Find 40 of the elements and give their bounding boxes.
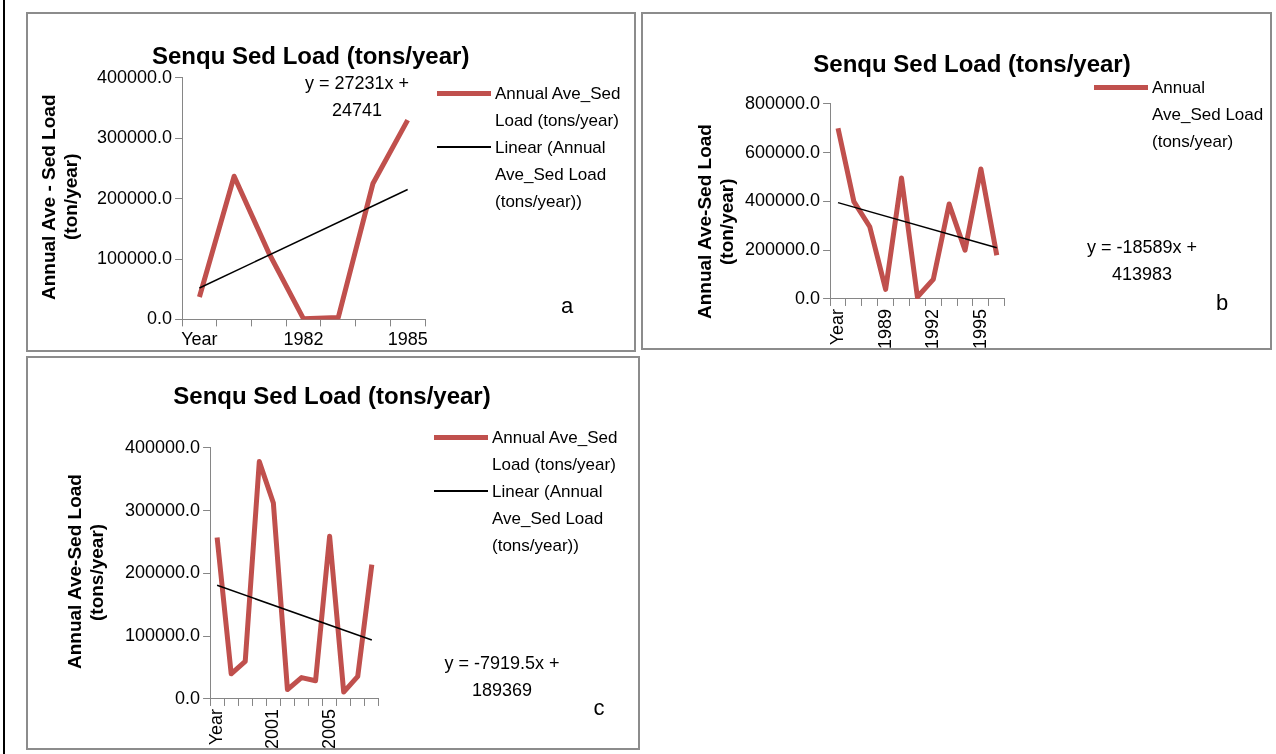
y-tick-label: 0.0 — [795, 287, 821, 308]
y-tick-label: 400000.0 — [125, 436, 201, 457]
y-axis-title: Annual Ave - Sed Load (ton/year) — [38, 93, 82, 302]
y-axis-title: Annual Ave-Sed Load (ton/year) — [694, 124, 737, 320]
x-tick-label: 1989 — [874, 308, 895, 349]
y-tick-label: 200000.0 — [745, 239, 821, 260]
y-tick-label: 300000.0 — [97, 127, 173, 148]
text: a — [559, 292, 575, 319]
text: y = -7919.5x + 189369 — [443, 652, 561, 702]
y-tick-label: 300000.0 — [125, 499, 201, 520]
text: b — [1214, 289, 1230, 316]
x-tick-label: Year — [826, 308, 847, 346]
x-tick-label: 1995 — [969, 308, 990, 349]
y-tick-label: 0.0 — [175, 687, 201, 708]
y-tick-label: 100000.0 — [125, 625, 201, 646]
legend-label: Annual Ave_Sed Load (tons/year) — [1152, 78, 1264, 151]
legend-label: Linear (Annual Ave_Sed Load (tons/year)) — [492, 482, 604, 555]
x-tick-label: Year — [206, 708, 227, 746]
legend-label: Annual Ave_Sed Load (tons/year) — [492, 428, 618, 474]
chart-title: Senqu Sed Load (tons/year) — [812, 50, 1132, 78]
x-tick-label: 2001 — [262, 708, 283, 749]
chart-title: Senqu Sed Load (tons/year) — [172, 382, 492, 410]
legend-label: Annual Ave_Sed Load (tons/year) — [495, 84, 621, 130]
x-tick-label: 1992 — [922, 308, 943, 349]
x-tick-label: 1985 — [387, 329, 428, 350]
y-tick-label: 800000.0 — [745, 92, 821, 113]
y-axis-title: Annual Ave-Sed Load (tons/year) — [64, 473, 108, 672]
x-tick-label: 2005 — [318, 708, 339, 749]
text: c — [592, 694, 606, 721]
text: y = -18589x + 413983 — [1085, 236, 1199, 286]
y-tick-label: 600000.0 — [745, 141, 821, 162]
annotation: y = 27231x + 24741 — [303, 72, 411, 122]
y-tick-label: 0.0 — [147, 308, 173, 329]
y-tick-label: 100000.0 — [97, 247, 173, 268]
y-tick-label: 400000.0 — [745, 190, 821, 211]
x-tick-label: Year — [181, 329, 218, 350]
y-tick-label: 200000.0 — [97, 187, 173, 208]
x-tick-label: 1982 — [283, 329, 324, 350]
legend-label: Linear (Annual Ave_Sed Load (tons/year)) — [495, 138, 607, 211]
y-tick-label: 200000.0 — [125, 562, 201, 583]
